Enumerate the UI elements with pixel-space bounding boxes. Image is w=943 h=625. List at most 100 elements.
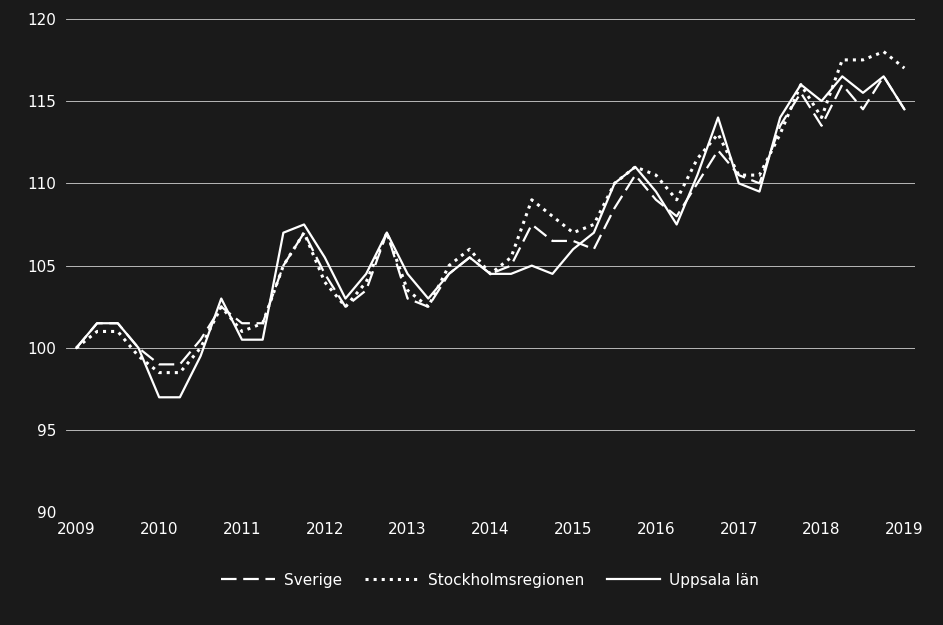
Sverige	[339, 303, 351, 311]
Uppsala län	[671, 221, 683, 228]
Uppsala län	[319, 254, 330, 261]
Stockholmsregionen	[298, 229, 309, 236]
Uppsala län	[774, 114, 786, 121]
Stockholmsregionen	[277, 262, 289, 269]
Sverige	[422, 303, 434, 311]
Sverige	[237, 319, 248, 327]
Uppsala län	[485, 270, 496, 278]
Stockholmsregionen	[857, 56, 869, 64]
Stockholmsregionen	[899, 64, 910, 72]
Stockholmsregionen	[878, 48, 889, 56]
Uppsala län	[857, 89, 869, 96]
Sverige	[443, 270, 455, 278]
Uppsala län	[712, 114, 723, 121]
Legend: Sverige, Stockholmsregionen, Uppsala län: Sverige, Stockholmsregionen, Uppsala län	[215, 566, 766, 594]
Sverige	[71, 344, 82, 352]
Stockholmsregionen	[712, 130, 723, 138]
Sverige	[298, 229, 309, 236]
Sverige	[133, 344, 144, 352]
Uppsala län	[878, 72, 889, 80]
Stockholmsregionen	[112, 328, 124, 335]
Stockholmsregionen	[319, 278, 330, 286]
Sverige	[609, 204, 620, 212]
Sverige	[651, 196, 662, 204]
Uppsala län	[733, 179, 744, 187]
Uppsala län	[422, 295, 434, 302]
Uppsala län	[339, 295, 351, 302]
Sverige	[485, 270, 496, 278]
Stockholmsregionen	[485, 270, 496, 278]
Stockholmsregionen	[795, 81, 806, 88]
Uppsala län	[836, 72, 848, 80]
Stockholmsregionen	[443, 262, 455, 269]
Stockholmsregionen	[360, 278, 372, 286]
Sverige	[174, 361, 186, 368]
Stockholmsregionen	[733, 171, 744, 179]
Stockholmsregionen	[154, 369, 165, 376]
Uppsala län	[692, 171, 703, 179]
Stockholmsregionen	[753, 171, 765, 179]
Stockholmsregionen	[630, 163, 641, 171]
Sverige	[733, 171, 744, 179]
Uppsala län	[651, 188, 662, 195]
Uppsala län	[588, 229, 600, 236]
Uppsala län	[816, 98, 827, 105]
Uppsala län	[795, 81, 806, 88]
Uppsala län	[154, 394, 165, 401]
Stockholmsregionen	[464, 246, 475, 253]
Sverige	[464, 254, 475, 261]
Stockholmsregionen	[526, 196, 538, 204]
Sverige	[319, 270, 330, 278]
Stockholmsregionen	[339, 303, 351, 311]
Stockholmsregionen	[91, 328, 103, 335]
Stockholmsregionen	[257, 319, 269, 327]
Uppsala län	[630, 163, 641, 171]
Stockholmsregionen	[422, 303, 434, 311]
Stockholmsregionen	[836, 56, 848, 64]
Sverige	[568, 237, 579, 244]
Stockholmsregionen	[692, 155, 703, 162]
Uppsala län	[360, 270, 372, 278]
Sverige	[257, 319, 269, 327]
Sverige	[712, 147, 723, 154]
Stockholmsregionen	[774, 130, 786, 138]
Uppsala län	[91, 319, 103, 327]
Sverige	[671, 213, 683, 220]
Sverige	[402, 295, 413, 302]
Line: Sverige: Sverige	[76, 76, 904, 364]
Stockholmsregionen	[651, 171, 662, 179]
Uppsala län	[899, 106, 910, 113]
Uppsala län	[195, 352, 207, 360]
Stockholmsregionen	[237, 328, 248, 335]
Sverige	[857, 106, 869, 113]
Stockholmsregionen	[195, 344, 207, 352]
Stockholmsregionen	[671, 196, 683, 204]
Stockholmsregionen	[71, 344, 82, 352]
Stockholmsregionen	[174, 369, 186, 376]
Uppsala län	[464, 254, 475, 261]
Sverige	[588, 246, 600, 253]
Uppsala län	[753, 188, 765, 195]
Stockholmsregionen	[216, 303, 227, 311]
Stockholmsregionen	[381, 229, 392, 236]
Uppsala län	[505, 270, 517, 278]
Sverige	[216, 303, 227, 311]
Stockholmsregionen	[816, 114, 827, 121]
Uppsala län	[216, 295, 227, 302]
Uppsala län	[237, 336, 248, 344]
Sverige	[526, 221, 538, 228]
Sverige	[692, 179, 703, 187]
Sverige	[816, 122, 827, 129]
Stockholmsregionen	[547, 213, 558, 220]
Uppsala län	[381, 229, 392, 236]
Sverige	[360, 286, 372, 294]
Stockholmsregionen	[588, 221, 600, 228]
Uppsala län	[526, 262, 538, 269]
Sverige	[774, 122, 786, 129]
Uppsala län	[609, 179, 620, 187]
Sverige	[195, 336, 207, 344]
Uppsala län	[71, 344, 82, 352]
Sverige	[753, 179, 765, 187]
Uppsala län	[112, 319, 124, 327]
Stockholmsregionen	[402, 286, 413, 294]
